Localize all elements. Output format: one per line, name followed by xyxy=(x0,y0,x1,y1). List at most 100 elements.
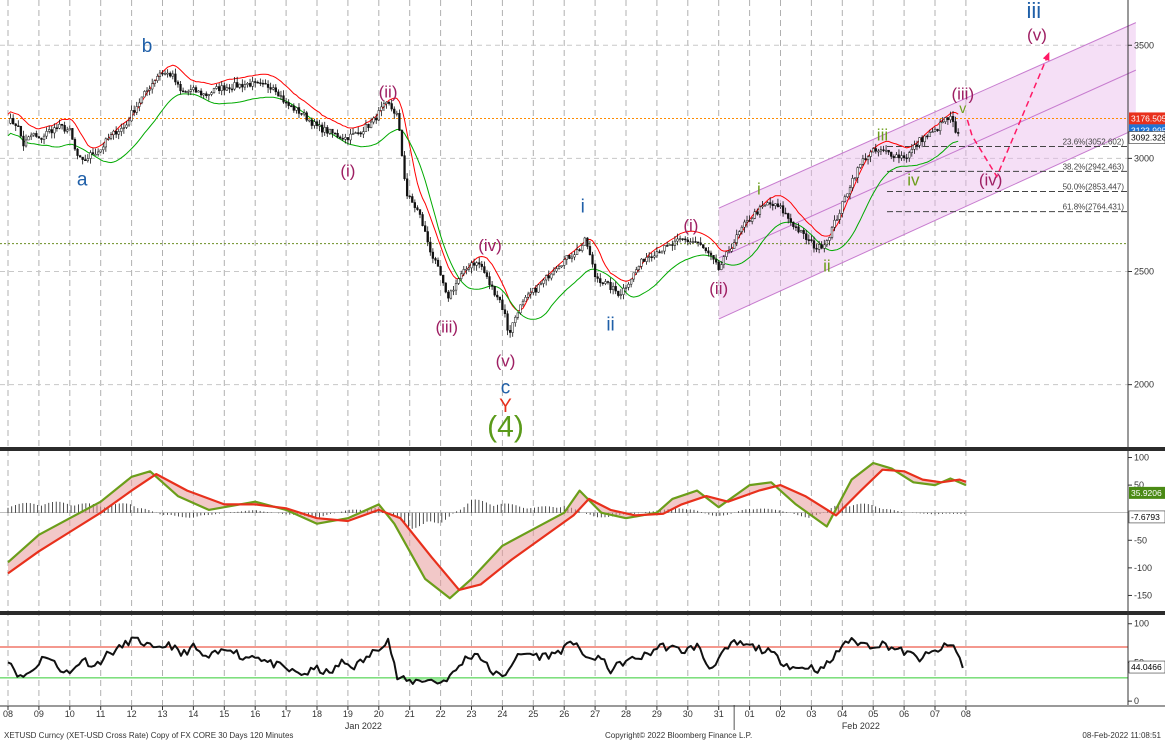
candle-body xyxy=(467,267,471,270)
wave-label-6: (v) xyxy=(496,352,516,371)
candle-body xyxy=(897,154,901,159)
rsi-panel xyxy=(0,636,1128,685)
x-tick-label-14: 22 xyxy=(436,709,446,719)
candle-body xyxy=(859,164,862,168)
x-tick-label-25: 02 xyxy=(775,709,785,719)
candle-body xyxy=(122,127,126,129)
candle-body xyxy=(439,266,442,276)
candle-body xyxy=(145,90,149,92)
candle-body xyxy=(635,269,638,274)
candle-body xyxy=(779,205,782,208)
candle-body xyxy=(199,90,203,96)
candle-body xyxy=(462,269,465,275)
x-tick-label-6: 14 xyxy=(188,709,198,719)
candle-body xyxy=(712,255,715,260)
last-price-tag-0 xyxy=(1129,112,1165,125)
candle-body xyxy=(578,249,581,251)
projection-path xyxy=(966,51,1050,179)
candle-body xyxy=(264,82,267,85)
candle-body xyxy=(413,202,417,208)
candle-body xyxy=(789,218,792,223)
wave-label-22: iii xyxy=(1027,0,1042,23)
candle-body xyxy=(220,85,223,91)
candle-body xyxy=(624,287,628,289)
candle-body xyxy=(545,275,548,281)
candle-body xyxy=(854,177,857,179)
candle-body xyxy=(769,202,772,205)
candle-body xyxy=(362,131,365,135)
candle-body xyxy=(205,93,208,97)
candle-body xyxy=(619,294,623,296)
candle-body xyxy=(910,149,913,153)
candle-body xyxy=(457,278,460,284)
candle-body xyxy=(508,330,512,333)
x-tick-label-9: 17 xyxy=(281,709,291,719)
candle-body xyxy=(328,128,332,134)
candle-body xyxy=(84,159,87,162)
candle-body xyxy=(323,127,326,133)
candle-body xyxy=(550,273,553,279)
candle-body xyxy=(104,138,107,148)
candle-body xyxy=(367,123,370,128)
candle-body xyxy=(524,297,527,302)
price-tick-label-3: 3500 xyxy=(1134,40,1154,50)
candle-body xyxy=(483,266,486,273)
candle-body xyxy=(339,136,342,139)
candle-body xyxy=(369,121,373,128)
candle-body xyxy=(210,92,213,95)
macd-fill-between xyxy=(8,463,966,599)
fib-label-2: 50.0%(2853.447) xyxy=(1063,183,1125,192)
candle-body xyxy=(519,304,522,314)
candle-body xyxy=(902,155,906,159)
wave-label-8: Y xyxy=(499,396,512,417)
candle-body xyxy=(472,262,476,266)
candle-body xyxy=(496,294,499,298)
candle-body xyxy=(928,132,932,137)
candle-body xyxy=(326,127,329,134)
candle-body xyxy=(905,157,908,160)
x-tick-label-24: 01 xyxy=(745,709,755,719)
candle-body xyxy=(421,214,424,226)
candle-body xyxy=(648,256,651,258)
candle-body xyxy=(233,82,236,90)
candle-body xyxy=(96,151,100,155)
candle-body xyxy=(841,201,844,214)
candle-body xyxy=(99,149,102,153)
candle-body xyxy=(48,129,51,132)
x-tick-label-2: 10 xyxy=(65,709,75,719)
candle-body xyxy=(290,105,293,107)
candle-body xyxy=(115,130,118,135)
candle-body xyxy=(933,128,937,132)
candle-body xyxy=(395,112,398,115)
candle-body xyxy=(614,286,617,292)
candle-body xyxy=(833,219,836,228)
candle-body xyxy=(848,187,852,195)
candle-body xyxy=(516,312,520,318)
candle-body xyxy=(431,251,435,259)
wave-label-1: b xyxy=(142,36,153,57)
wave-label-20: (iv) xyxy=(979,171,1003,190)
candle-body xyxy=(465,268,468,271)
candle-body xyxy=(557,266,561,269)
candle-body xyxy=(470,262,473,269)
candle-body xyxy=(138,102,141,107)
candle-body xyxy=(617,290,620,296)
candle-body xyxy=(12,118,15,125)
candle-body xyxy=(792,221,795,227)
candle-body xyxy=(805,233,808,240)
candle-body xyxy=(872,148,875,153)
candle-body xyxy=(836,219,839,221)
candle-body xyxy=(254,81,257,83)
price-moving-average-0 xyxy=(7,64,959,312)
candle-body xyxy=(725,251,728,257)
wave-label-10: i xyxy=(581,197,585,218)
month-label-0: Jan 2022 xyxy=(345,721,382,731)
candle-body xyxy=(287,102,290,106)
candle-body xyxy=(490,284,494,287)
candle-body xyxy=(24,139,28,147)
wave-label-12: (i) xyxy=(683,216,698,235)
candle-body xyxy=(403,155,406,180)
candle-body xyxy=(743,221,746,228)
candle-body xyxy=(27,136,30,141)
